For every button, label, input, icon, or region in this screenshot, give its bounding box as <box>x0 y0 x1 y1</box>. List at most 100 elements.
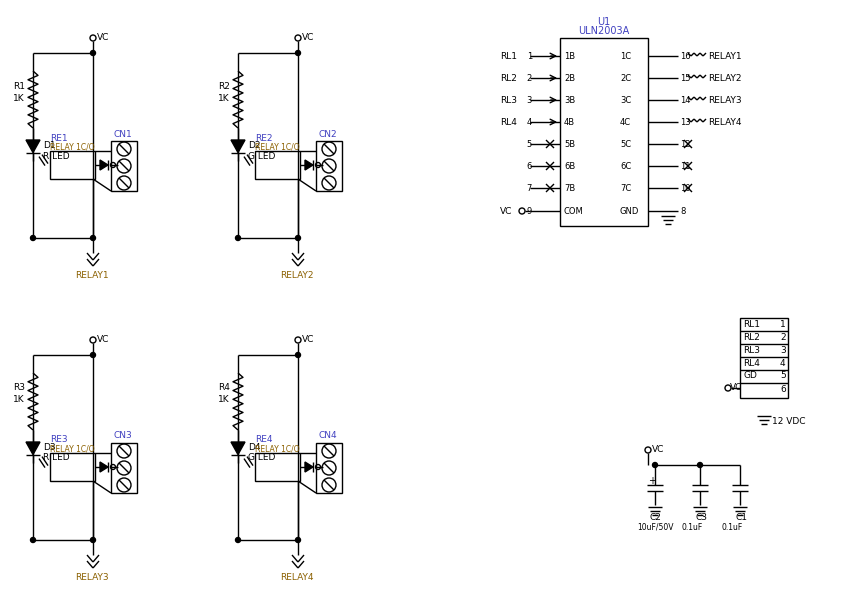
Text: RL4: RL4 <box>743 359 760 368</box>
Text: RELAY 1C/O: RELAY 1C/O <box>50 445 95 454</box>
Text: VC: VC <box>302 335 315 343</box>
Text: 9: 9 <box>527 206 532 216</box>
Text: RE3: RE3 <box>50 435 68 445</box>
Polygon shape <box>26 140 40 153</box>
Text: RELAY2: RELAY2 <box>280 271 314 279</box>
Circle shape <box>31 236 36 241</box>
Text: +: + <box>648 476 656 486</box>
Circle shape <box>296 50 300 55</box>
Text: RL3: RL3 <box>743 346 760 354</box>
Text: 15: 15 <box>680 74 691 82</box>
Text: C2: C2 <box>650 513 662 521</box>
Polygon shape <box>305 462 313 472</box>
Text: CN4: CN4 <box>318 432 337 440</box>
Text: 4: 4 <box>527 117 532 126</box>
Bar <box>560 38 648 226</box>
Text: D4: D4 <box>248 443 261 451</box>
Text: 1C: 1C <box>620 52 631 61</box>
Text: 5: 5 <box>527 139 532 149</box>
Text: R2: R2 <box>218 82 230 90</box>
Text: R4: R4 <box>218 384 230 392</box>
Polygon shape <box>100 160 108 170</box>
Circle shape <box>296 537 300 543</box>
Text: 12: 12 <box>680 139 691 149</box>
Text: 1K: 1K <box>13 395 25 405</box>
Text: 4: 4 <box>780 359 786 368</box>
Text: R3: R3 <box>13 384 25 392</box>
Polygon shape <box>26 442 40 454</box>
Circle shape <box>235 236 240 241</box>
Bar <box>111 141 137 191</box>
Text: GND: GND <box>620 206 640 216</box>
Text: 13: 13 <box>680 117 691 126</box>
Text: 6: 6 <box>527 161 532 171</box>
Text: 6B: 6B <box>564 161 575 171</box>
Text: CN3: CN3 <box>113 432 132 440</box>
Polygon shape <box>305 160 313 170</box>
Text: U1: U1 <box>598 17 610 27</box>
Text: 3: 3 <box>527 96 532 104</box>
Text: 1: 1 <box>780 319 786 328</box>
Text: RE1: RE1 <box>50 133 68 142</box>
Text: 2: 2 <box>780 333 786 341</box>
Text: RL2: RL2 <box>743 333 760 341</box>
Text: RELAY2: RELAY2 <box>708 74 741 82</box>
Text: RL2: RL2 <box>500 74 517 82</box>
Bar <box>50 151 95 179</box>
Text: 1B: 1B <box>564 52 575 61</box>
Bar <box>255 151 300 179</box>
Text: RL3: RL3 <box>500 96 517 104</box>
Text: RL1: RL1 <box>500 52 517 61</box>
Text: RELAY 1C/O: RELAY 1C/O <box>255 445 299 454</box>
Polygon shape <box>231 140 245 153</box>
Text: RELAY 1C/O: RELAY 1C/O <box>50 142 95 152</box>
Text: 16: 16 <box>680 52 691 61</box>
Text: CN1: CN1 <box>113 130 132 139</box>
Text: 12 VDC: 12 VDC <box>772 418 805 427</box>
Text: 5: 5 <box>780 371 786 381</box>
Text: RE4: RE4 <box>255 435 273 445</box>
Text: VC: VC <box>500 206 512 216</box>
Text: 7B: 7B <box>564 184 575 193</box>
Text: GD: GD <box>743 371 757 381</box>
Text: 14: 14 <box>680 96 691 104</box>
Circle shape <box>91 236 96 241</box>
Text: R LED: R LED <box>43 454 69 462</box>
Circle shape <box>652 462 657 467</box>
Text: 0.1uF: 0.1uF <box>722 523 743 532</box>
Text: COM: COM <box>564 206 584 216</box>
Text: 5B: 5B <box>564 139 575 149</box>
Circle shape <box>296 352 300 357</box>
Text: RELAY4: RELAY4 <box>280 572 314 581</box>
Text: 2B: 2B <box>564 74 575 82</box>
Circle shape <box>91 537 96 543</box>
Circle shape <box>235 537 240 543</box>
Text: 3: 3 <box>780 346 786 354</box>
Text: RELAY1: RELAY1 <box>75 271 109 279</box>
Text: 2: 2 <box>527 74 532 82</box>
Bar <box>255 453 300 481</box>
Text: RELAY3: RELAY3 <box>708 96 741 104</box>
Text: RE2: RE2 <box>255 133 273 142</box>
Text: C3: C3 <box>695 513 707 521</box>
Circle shape <box>31 537 36 543</box>
Text: 4C: 4C <box>620 117 631 126</box>
Bar <box>316 141 342 191</box>
Text: 4B: 4B <box>564 117 575 126</box>
Text: D2: D2 <box>248 141 261 149</box>
Text: G LED: G LED <box>248 152 275 160</box>
Text: RL1: RL1 <box>743 319 760 328</box>
Text: 7C: 7C <box>620 184 631 193</box>
Text: VC: VC <box>302 33 315 42</box>
Text: 3C: 3C <box>620 96 631 104</box>
Text: RELAY4: RELAY4 <box>708 117 741 126</box>
Text: 10uF/50V: 10uF/50V <box>637 523 674 532</box>
Text: RL4: RL4 <box>500 117 517 126</box>
Text: VC: VC <box>97 33 109 42</box>
Text: 1K: 1K <box>13 93 25 103</box>
Text: 8: 8 <box>680 206 686 216</box>
Text: 11: 11 <box>680 161 691 171</box>
Text: 1K: 1K <box>218 395 230 405</box>
Text: CN2: CN2 <box>318 130 337 139</box>
Text: 1: 1 <box>527 52 532 61</box>
